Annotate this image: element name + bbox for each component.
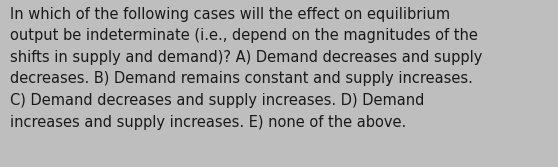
Text: In which of the following cases will the effect on equilibrium
output be indeter: In which of the following cases will the…	[10, 7, 483, 130]
